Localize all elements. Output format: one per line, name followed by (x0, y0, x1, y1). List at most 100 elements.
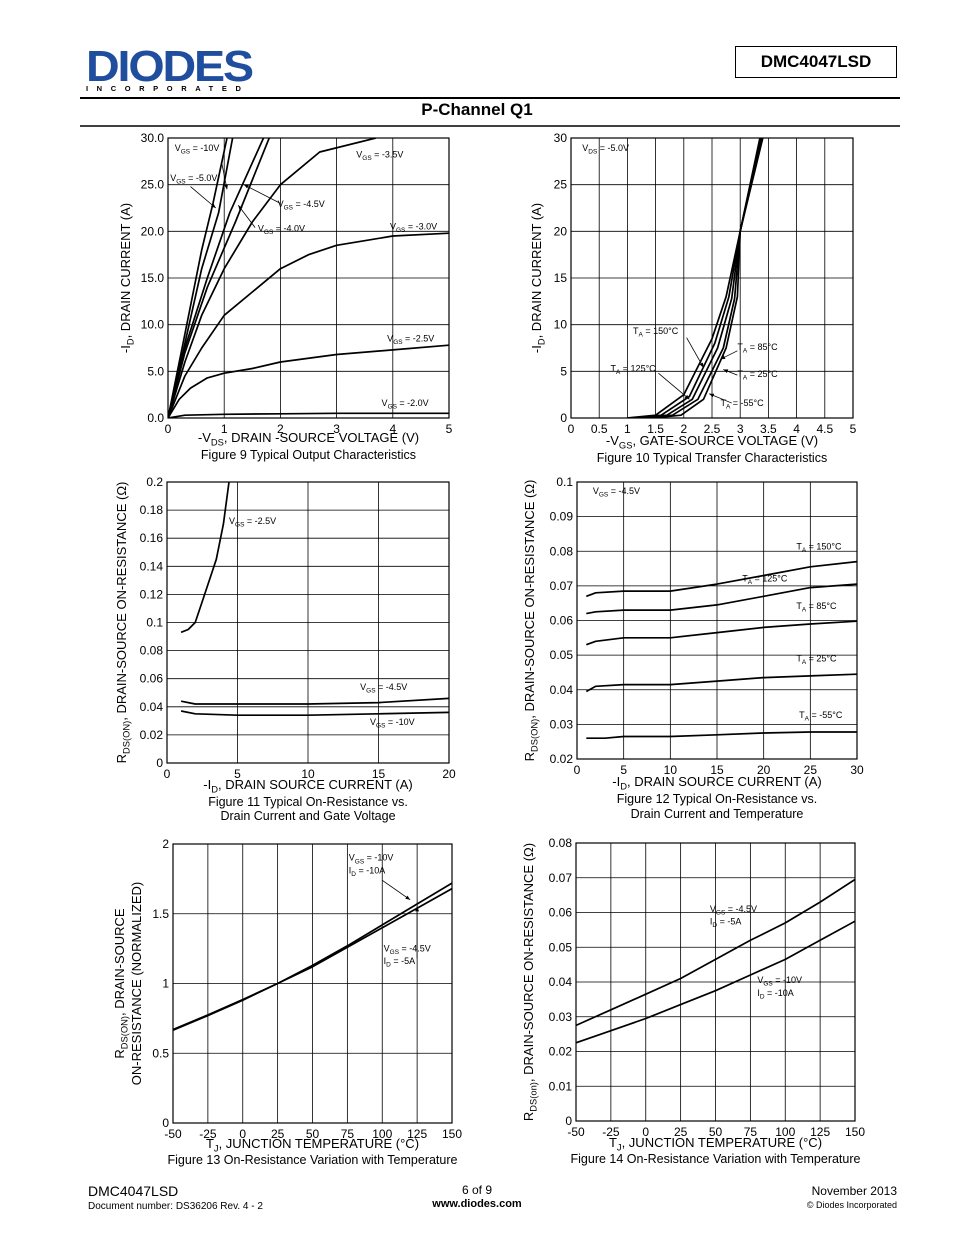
part-number-box: DMC4047LSD (735, 46, 897, 78)
fig9-xtick-label: 5 (446, 422, 453, 436)
fig14-xlabel: TJ, JUNCTION TEMPERATURE (°C) (609, 1135, 822, 1153)
fig13-arrowhead (415, 906, 420, 912)
fig10-ytick-label: 30 (554, 131, 568, 145)
fig10-series-label: TA = 125°C (610, 363, 656, 376)
fig14-series-line (576, 878, 855, 1027)
fig11-ytick-label: 0.08 (140, 644, 164, 658)
fig10-ytick-label: 5 (560, 364, 567, 378)
fig12-ytick-label: 0.04 (550, 683, 574, 697)
logo-subtext: INCORPORATED (86, 84, 249, 93)
fig9-xlabel: -VDS, DRAIN -SOURCE VOLTAGE (V) (198, 430, 419, 448)
fig10-xtick-label: 1.5 (647, 422, 664, 436)
fig12-series-line (586, 560, 857, 598)
fig9-xtick-label: 2 (277, 422, 284, 436)
fig9-series-label: VGS = -2.5V (387, 333, 434, 346)
fig14-xtick-label: 100 (775, 1125, 795, 1139)
fig9-leader-arrow (237, 204, 256, 228)
fig10-ytick-label: 20 (554, 224, 568, 238)
fig12-plot-frame (576, 481, 858, 760)
fig10-ylabel: -ID, DRAIN CURRENT (A) (529, 203, 547, 353)
fig13-series-label: ID = -5A (384, 956, 415, 969)
fig11-ytick-label: 0.2 (146, 475, 163, 489)
fig10-arrowhead (684, 394, 690, 400)
fig12-ytick-label: 0.05 (550, 648, 574, 662)
fig11-plot-frame (166, 481, 450, 764)
fig12-xtick-label: 10 (664, 763, 678, 777)
fig12-ytick-label: 0.1 (556, 475, 573, 489)
footer-url[interactable]: www.diodes.com (432, 1198, 522, 1210)
fig13-xtick-label: 50 (306, 1127, 320, 1141)
fig12-xlabel: -ID, DRAIN SOURCE CURRENT (A) (612, 774, 822, 792)
fig13-ylabel: RDS(ON), DRAIN-SOURCE (112, 908, 130, 1059)
fig13-plot-frame (172, 843, 453, 1124)
fig14-ylabel: RDS(on), DRAIN-SOURCE ON-RESISTANCE (Ω) (521, 843, 539, 1121)
fig9-caption: Figure 9 Typical Output Characteristics (201, 448, 416, 462)
fig10-ytick-label: 0 (560, 411, 567, 425)
fig12-series-line (586, 620, 857, 646)
fig13-ytick-label: 0 (162, 1116, 169, 1130)
fig13-xtick-label: 125 (407, 1127, 427, 1141)
fig9-ytick-label: 20.0 (141, 224, 165, 238)
fig14-xtick-label: -25 (602, 1125, 620, 1139)
fig11-ytick-label: 0.16 (140, 531, 164, 545)
fig14-ytick-label: 0.05 (549, 940, 573, 954)
fig13-xtick-label: 150 (442, 1127, 462, 1141)
fig9-arrowhead (243, 184, 249, 189)
fig10-xlabel: -VGS, GATE-SOURCE VOLTAGE (V) (606, 433, 818, 451)
fig12-series-label: VGS = -4.5V (593, 486, 640, 499)
fig9-ytick-label: 5.0 (147, 364, 164, 378)
fig11-xtick-label: 15 (372, 767, 386, 781)
fig10-chart: 0 0.5 1 1.5 2 2.5 3 3.5 4 4.5 5 0 5 10 15 20 25 30 VDS = -… (529, 131, 857, 465)
fig10-xtick-label: 4.5 (816, 422, 833, 436)
fig10-series-line (652, 138, 764, 418)
fig11-xlabel: -ID, DRAIN SOURCE CURRENT (A) (203, 777, 413, 795)
fig11-chart: 0 5 10 15 20 0 0.02 0.04 0.06 0.08 0.1 0.12 0.14 0.16… (114, 475, 456, 823)
fig11-caption: Drain Current and Gate Voltage (220, 809, 395, 823)
fig11-ytick-label: 0.02 (140, 728, 164, 742)
fig14-series-label: VGS = -10V (757, 975, 802, 988)
fig11-ytick-label: 0 (156, 756, 163, 770)
section-title: P-Channel Q1 (421, 100, 533, 119)
fig13-caption: Figure 13 On-Resistance Variation with T… (168, 1153, 458, 1167)
fig12-ytick-label: 0.09 (550, 510, 574, 524)
fig10-ytick-label: 10 (554, 318, 568, 332)
fig12-series-label: TA = 25°C (796, 653, 837, 666)
fig10-xtick-label: 4 (793, 422, 800, 436)
diodes-logo: DIODES INCORPORATED (86, 42, 256, 93)
fig14-xtick-label: 75 (744, 1125, 758, 1139)
fig13-xtick-label: 75 (341, 1127, 355, 1141)
fig12-series-line (586, 731, 857, 740)
fig11-xtick-label: 0 (164, 767, 171, 781)
fig9-ytick-label: 10.0 (141, 318, 165, 332)
fig9-series-label: VGS = -3.5V (356, 150, 403, 163)
fig9-series-label: VGS = -4.5V (278, 199, 325, 212)
logo-text: DIODES (86, 42, 253, 91)
fig10-arrowhead (699, 362, 704, 368)
fig13-ytick-label: 0.5 (152, 1046, 169, 1060)
fig13-chart: -50 -25 0 25 50 75 100 125 150 0 0.5 1 1.5 2 VGS = -10… (112, 837, 462, 1167)
fig9-series-line (168, 232, 449, 418)
fig10-arrowhead (723, 369, 729, 373)
fig12-ytick-label: 0.07 (550, 579, 574, 593)
fig13-series-label: ID = -10A (349, 865, 385, 878)
fig10-leader-arrow (658, 372, 690, 400)
fig14-ytick-label: 0.08 (549, 836, 573, 850)
fig12-series-label: TA = 125°C (742, 574, 788, 587)
footer-doc: Document number: DS36206 Rev. 4 - 2 (88, 1201, 263, 1212)
fig9-ytick-label: 30.0 (141, 131, 165, 145)
fig9-ylabel: -ID, DRAIN CURRENT (A) (118, 203, 136, 353)
fig9-arrowhead (224, 184, 229, 190)
fig10-arrowhead (709, 393, 715, 398)
fig10-leader-arrow (686, 337, 704, 368)
fig10-xtick-label: 5 (850, 422, 857, 436)
fig10-xtick-label: 0 (568, 422, 575, 436)
fig14-ytick-label: 0.03 (549, 1010, 573, 1024)
fig10-series-label: TA = 150°C (633, 326, 679, 339)
fig9-series-line (168, 138, 377, 418)
fig10-ytick-label: 25 (554, 178, 568, 192)
fig9-series-line (168, 344, 449, 418)
fig13-leader-arrow (382, 879, 411, 901)
footer-copyright: © Diodes Incorporated (806, 1200, 897, 1210)
fig12-caption: Figure 12 Typical On-Resistance vs. (617, 792, 818, 806)
fig14-series-line (576, 920, 855, 1044)
